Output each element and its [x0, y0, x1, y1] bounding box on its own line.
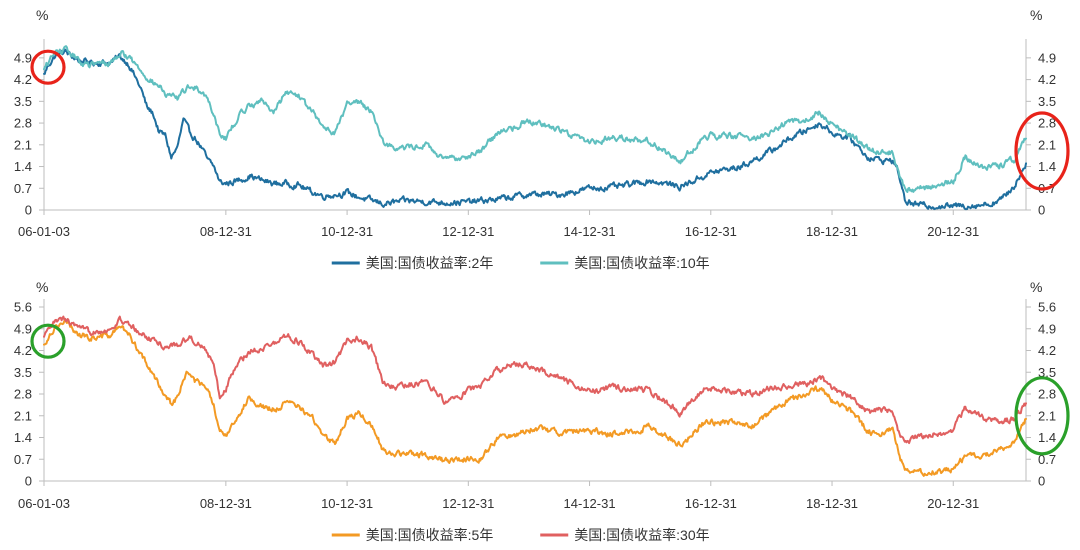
y-tick-right: 2.8: [1038, 387, 1056, 402]
annotation-circle: [30, 49, 66, 85]
x-tick-label: 06-01-03: [18, 224, 70, 239]
y-tick-left: 4.9: [14, 50, 32, 65]
chart-panel-2: % % 0 0 0.7 0.7 1.4 1.4 2.1 2.1 2.8 2.8 3.5 3.5 4.2 4.2…: [14, 279, 1056, 543]
x-tick-label: 08-12-31: [200, 224, 252, 239]
x-tick-label: 06-01-03: [18, 496, 70, 511]
y-tick-left: 1.4: [14, 430, 32, 445]
x-tick-label: 16-12-31: [685, 496, 737, 511]
y-tick-left: 2.1: [14, 137, 32, 152]
y-tick-right: 4.9: [1038, 50, 1056, 65]
y-tick-right: 3.5: [1038, 94, 1056, 109]
x-tick-label: 10-12-31: [321, 224, 373, 239]
series-line-1: [43, 319, 1027, 477]
y-tick-right: 0: [1038, 203, 1045, 218]
y-tick-left: 4.2: [14, 72, 32, 87]
x-tick-label: 20-12-31: [927, 224, 979, 239]
annotation-circle: [1014, 111, 1070, 191]
y-unit-right: %: [1030, 279, 1042, 295]
y-tick-right: 1.4: [1038, 159, 1056, 174]
y-tick-left: 0: [25, 203, 32, 218]
annotation-circle: [30, 323, 66, 359]
y-tick-left: 4.9: [14, 321, 32, 336]
y-tick-left: 1.4: [14, 159, 32, 174]
y-tick-right: 4.9: [1038, 321, 1056, 336]
legend-label: 美国:国债收益率:30年: [574, 527, 709, 543]
y-tick-right: 4.2: [1038, 343, 1056, 358]
series-line-1: [43, 48, 1027, 211]
legend-label: 美国:国债收益率:5年: [366, 527, 494, 543]
y-tick-right: 0.7: [1038, 452, 1056, 467]
y-tick-left: 4.2: [14, 343, 32, 358]
x-tick-label: 10-12-31: [321, 496, 373, 511]
series-line-2: [43, 315, 1027, 445]
annotation-circle: [1014, 376, 1070, 456]
y-tick-right: 0: [1038, 474, 1045, 489]
y-tick-right: 5.6: [1038, 300, 1056, 315]
y-tick-right: 2.1: [1038, 408, 1056, 423]
y-tick-left: 0.7: [14, 452, 32, 467]
y-tick-right: 1.4: [1038, 430, 1056, 445]
chart-panel-1: % %0 00.7 0.71.4 1.42.1 2.12.8 2.83.5 3.54.2 4.2…: [14, 7, 1056, 271]
series-line-2: [43, 45, 1027, 193]
y-unit-left: %: [36, 7, 48, 23]
y-tick-right: 2.8: [1038, 116, 1056, 131]
legend-label: 美国:国债收益率:10年: [574, 255, 709, 271]
y-tick-left: 3.5: [14, 365, 32, 380]
y-tick-right: 2.1: [1038, 137, 1056, 152]
y-tick-right: 3.5: [1038, 365, 1056, 380]
y-unit-left: %: [36, 279, 48, 295]
x-tick-label: 08-12-31: [200, 496, 252, 511]
y-tick-left: 0: [25, 474, 32, 489]
x-tick-label: 20-12-31: [927, 496, 979, 511]
y-tick-left: 5.6: [14, 300, 32, 315]
y-tick-left: 2.8: [14, 387, 32, 402]
x-tick-label: 18-12-31: [806, 224, 858, 239]
y-tick-left: 2.8: [14, 116, 32, 131]
y-tick-right: 4.2: [1038, 72, 1056, 87]
y-tick-left: 3.5: [14, 94, 32, 109]
y-tick-left: 2.1: [14, 408, 32, 423]
x-tick-label: 12-12-31: [442, 224, 494, 239]
y-unit-right: %: [1030, 7, 1042, 23]
x-tick-label: 12-12-31: [442, 496, 494, 511]
x-tick-label: 16-12-31: [685, 224, 737, 239]
x-tick-label: 14-12-31: [564, 496, 616, 511]
x-tick-label: 18-12-31: [806, 496, 858, 511]
y-tick-left: 0.7: [14, 181, 32, 196]
legend-label: 美国:国债收益率:2年: [366, 255, 494, 271]
x-tick-label: 14-12-31: [564, 224, 616, 239]
